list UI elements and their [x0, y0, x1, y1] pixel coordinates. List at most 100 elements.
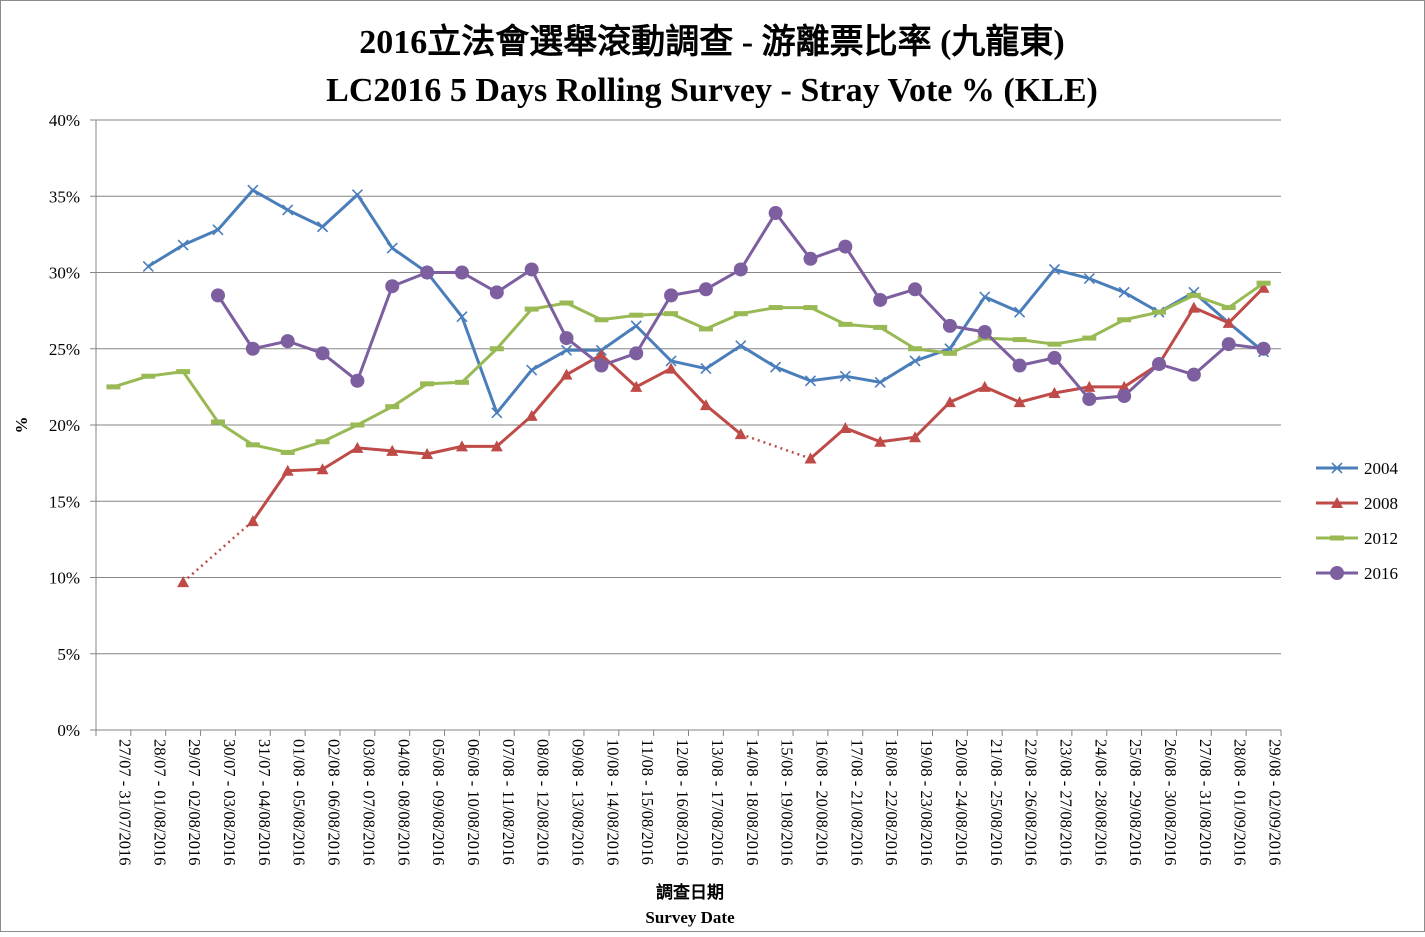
x-tick-label: 29/08 - 02/09/2016 — [1266, 739, 1285, 866]
data-point-2012 — [768, 305, 783, 311]
data-point-2012 — [141, 373, 156, 379]
y-tick-label: 40% — [49, 111, 80, 130]
marker-stroke — [770, 361, 782, 373]
data-point-2016 — [245, 341, 260, 356]
data-point-2012 — [629, 312, 644, 318]
data-point-2004 — [1083, 273, 1095, 285]
x-tick-label: 27/07 - 31/07/2016 — [115, 739, 134, 866]
data-point-2012 — [245, 442, 260, 448]
data-point-2016 — [803, 251, 818, 266]
data-point-2004 — [212, 224, 224, 236]
data-point-2004 — [142, 260, 154, 272]
legend-entry-2004: 2004 — [1316, 459, 1399, 478]
data-point-2016 — [733, 262, 748, 277]
x-axis-label-english: Survey Date — [645, 908, 735, 927]
data-point-2016 — [838, 239, 853, 254]
x-tick-label: 16/08 - 20/08/2016 — [812, 739, 831, 866]
data-point-2012 — [803, 305, 818, 311]
x-tick-label: 28/07 - 01/08/2016 — [150, 739, 169, 866]
data-point-2004 — [351, 189, 363, 201]
data-point-2012 — [1330, 535, 1344, 541]
marker-stroke — [386, 242, 398, 254]
data-point-2016 — [1221, 337, 1236, 352]
data-point-2008 — [1222, 316, 1235, 328]
data-point-2012 — [1117, 317, 1132, 323]
data-point-2016 — [559, 331, 574, 346]
data-point-2012 — [210, 419, 225, 425]
x-tick-label: 13/08 - 17/08/2016 — [708, 739, 727, 866]
chart-title: 2016立法會選舉滾動調查 - 游離票比率 (九龍東) — [359, 23, 1064, 61]
x-tick-label: 01/08 - 05/08/2016 — [290, 739, 309, 866]
data-point-2016 — [385, 279, 400, 294]
data-point-2012 — [733, 311, 748, 317]
data-point-2016 — [1012, 358, 1027, 373]
x-tick-label: 14/08 - 18/08/2016 — [743, 739, 762, 866]
data-point-2016 — [908, 282, 923, 297]
x-tick-label: 04/08 - 08/08/2016 — [394, 739, 413, 866]
data-point-2004 — [909, 355, 921, 367]
x-tick-label: 25/08 - 29/08/2016 — [1126, 739, 1145, 866]
data-point-2012 — [280, 449, 295, 455]
data-point-2012 — [1012, 337, 1027, 343]
marker-stroke — [1331, 462, 1343, 474]
x-tick-label: 27/08 - 31/08/2016 — [1196, 739, 1215, 866]
series-2012 — [106, 280, 1271, 455]
data-point-2008 — [525, 409, 538, 421]
data-point-2016 — [1186, 367, 1201, 382]
data-point-2016 — [350, 373, 365, 388]
x-axis-label: 調查日期 — [656, 882, 724, 902]
y-tick-label: 0% — [57, 721, 80, 740]
axes — [90, 119, 1282, 736]
x-tick-label: 08/08 - 12/08/2016 — [534, 739, 553, 866]
x-tick-label: 28/08 - 01/09/2016 — [1231, 739, 1250, 866]
data-point-2008 — [909, 431, 922, 443]
series-line-2008 — [809, 286, 1265, 460]
legend-entry-2016: 2016 — [1316, 564, 1398, 583]
data-point-2008 — [421, 447, 434, 459]
data-point-2008 — [978, 380, 991, 392]
x-tick-label: 30/07 - 03/08/2016 — [220, 739, 239, 866]
x-tick-label: 11/08 - 15/08/2016 — [638, 739, 657, 865]
data-point-2016 — [977, 324, 992, 339]
marker-stroke — [526, 364, 538, 376]
y-tick-label: 25% — [49, 340, 80, 359]
data-point-2008 — [1187, 301, 1200, 313]
data-point-2004 — [491, 407, 503, 419]
y-axis-label: % — [12, 417, 31, 434]
data-point-2008 — [874, 435, 887, 447]
data-point-2012 — [350, 422, 365, 428]
data-point-2004 — [700, 363, 712, 375]
data-point-2016 — [1047, 350, 1062, 365]
data-point-2008 — [943, 396, 956, 408]
data-point-2004 — [804, 375, 817, 387]
marker-stroke — [282, 204, 294, 216]
marker-stroke — [560, 344, 573, 356]
marker-stroke — [1118, 286, 1130, 298]
data-point-2004 — [456, 311, 468, 323]
marker-stroke — [874, 376, 886, 388]
x-tick-label: 20/08 - 24/08/2016 — [952, 739, 971, 865]
y-tick-labels: 0% 5% 10% 15% 20% 25% 30% 35% 40% — [49, 111, 80, 740]
marker-stroke — [735, 340, 747, 352]
data-point-2008 — [699, 399, 712, 411]
data-point-2008 — [1331, 497, 1343, 508]
data-point-2016 — [454, 265, 469, 280]
data-point-2012 — [454, 379, 469, 385]
y-tick-label: 10% — [49, 569, 80, 588]
x-tick-label: 15/08 - 19/08/2016 — [778, 739, 797, 866]
data-point-2012 — [1221, 305, 1236, 311]
marker-stroke — [177, 239, 189, 251]
data-point-2016 — [664, 288, 679, 303]
data-point-2016 — [420, 265, 435, 280]
data-point-2004 — [839, 370, 851, 382]
chart-subtitle: LC2016 5 Days Rolling Survey - Stray Vot… — [326, 72, 1098, 109]
data-point-2008 — [1013, 396, 1026, 408]
data-point-2012 — [873, 324, 888, 330]
data-point-2012 — [1186, 292, 1201, 298]
x-tick-label: 03/08 - 07/08/2016 — [359, 739, 378, 866]
data-point-2016 — [1082, 392, 1097, 407]
data-point-2012 — [385, 404, 400, 410]
data-point-2016 — [1256, 341, 1271, 356]
marker-stroke — [491, 407, 503, 419]
